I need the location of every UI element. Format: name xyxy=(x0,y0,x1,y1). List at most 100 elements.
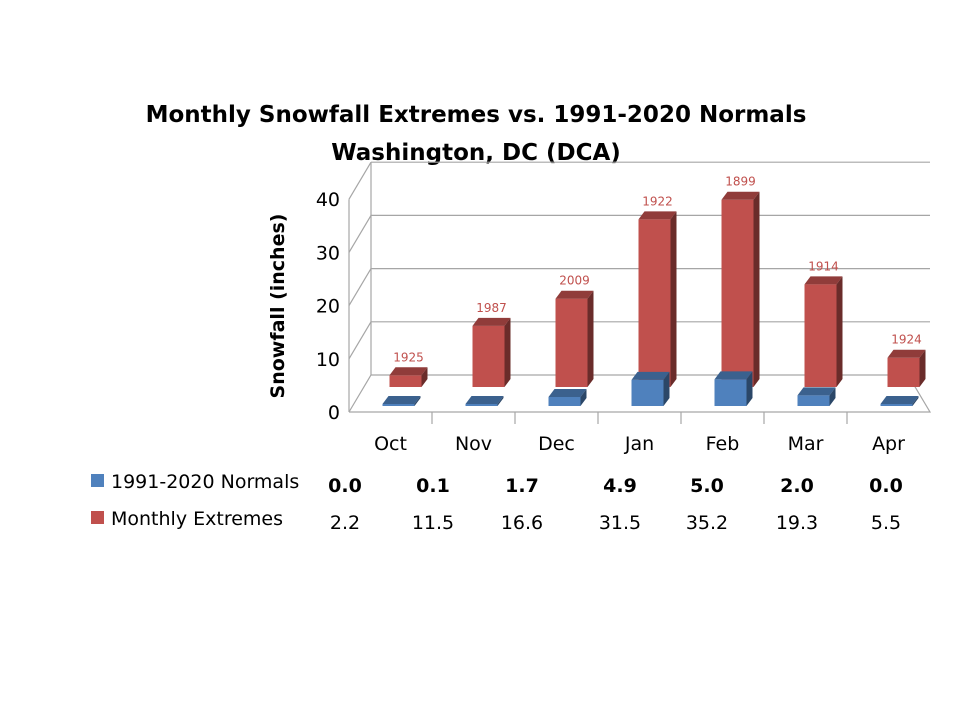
bar-normals-dec xyxy=(548,388,587,406)
bar-normals-dec-side xyxy=(580,388,587,406)
bar-extremes-oct-side xyxy=(421,367,428,387)
category-label: Mar xyxy=(788,433,824,455)
y-tick-label: 20 xyxy=(316,296,340,318)
bar-normals-apr-top xyxy=(880,396,919,404)
bar-normals-nov-top xyxy=(465,396,504,404)
bar-extremes-nov xyxy=(472,317,511,387)
table-value: 35.2 xyxy=(686,512,728,534)
table-value: 2.2 xyxy=(330,512,360,534)
bar-extremes-feb-top xyxy=(721,191,760,200)
bar-normals-dec-top xyxy=(548,388,587,397)
gridline-side xyxy=(348,268,372,306)
bar-extremes-apr-top xyxy=(887,349,926,358)
table-value: 0.0 xyxy=(328,475,362,497)
data-table: 1991-2020 Normals 0.0 0.1 1.7 4.9 5.0 2.0 0.0 Mo… xyxy=(91,471,903,534)
bar-extremes-oct-top xyxy=(389,367,428,376)
bar-extremes-dec-side xyxy=(587,290,594,387)
table-value: 4.9 xyxy=(603,475,637,497)
bar-extremes-mar-top xyxy=(804,276,843,285)
gridline-side xyxy=(348,321,372,360)
table-value: 5.5 xyxy=(871,512,901,534)
year-annotation: 1922 xyxy=(642,194,673,208)
bar-normals-apr-front xyxy=(880,404,913,406)
table-value: 1.7 xyxy=(505,475,539,497)
category-label: Nov xyxy=(455,433,492,455)
bar-extremes-dec-top xyxy=(555,290,594,299)
bar-extremes-feb xyxy=(721,191,760,387)
bar-normals-jan xyxy=(631,371,670,406)
year-annotation: 1924 xyxy=(891,333,922,347)
bar-normals-mar xyxy=(797,387,836,406)
bar-normals-feb-front xyxy=(714,379,747,406)
category-label: Apr xyxy=(872,433,905,455)
bar-extremes-mar-side xyxy=(836,276,843,387)
y-tick-label: 10 xyxy=(316,349,340,371)
chart-title: Monthly Snowfall Extremes vs. 1991-2020 … xyxy=(146,102,807,128)
table-value: 0.0 xyxy=(869,475,903,497)
bar-extremes-jan-top xyxy=(638,211,677,220)
bar-extremes-nov-top xyxy=(472,317,511,326)
table-value: 11.5 xyxy=(412,512,454,534)
year-annotation: 2009 xyxy=(559,274,590,288)
bar-normals-apr xyxy=(880,396,919,406)
table-value: 2.0 xyxy=(780,475,814,497)
bar-extremes-dec-front xyxy=(555,298,588,387)
bar-normals-jan-top xyxy=(631,371,670,380)
bar-extremes-feb-side xyxy=(753,191,760,387)
bar-extremes-oct xyxy=(389,367,428,387)
table-value: 31.5 xyxy=(599,512,641,534)
bar-extremes-nov-front xyxy=(472,325,505,387)
bar-normals-oct-top xyxy=(382,396,421,404)
bar-normals-jan-front xyxy=(631,379,664,406)
bar-extremes-feb-front xyxy=(721,199,754,387)
bar-normals-dec-front xyxy=(548,396,581,406)
bar-normals-oct-side xyxy=(414,396,421,406)
bar-normals-jan-side xyxy=(663,371,670,406)
table-value: 19.3 xyxy=(776,512,818,534)
category-labels: Oct Nov Dec Jan Feb Mar Apr xyxy=(374,412,905,455)
category-label: Feb xyxy=(706,433,740,455)
category-label: Oct xyxy=(374,433,407,455)
legend-label: 1991-2020 Normals xyxy=(111,471,299,493)
legend-swatch xyxy=(91,474,104,487)
bar-normals-nov-side xyxy=(497,396,504,406)
bar-extremes-jan-front xyxy=(638,219,671,387)
bar-normals-nov-front xyxy=(465,404,498,406)
bar-extremes-apr xyxy=(887,349,926,387)
category-label: Jan xyxy=(624,433,654,455)
bar-normals-nov xyxy=(465,396,504,406)
table-value: 16.6 xyxy=(501,512,543,534)
category-label: Dec xyxy=(538,433,575,455)
bar-normals-oct xyxy=(382,396,421,406)
bar-extremes-jan xyxy=(638,211,677,387)
table-value: 5.0 xyxy=(690,475,724,497)
bar-extremes-nov-side xyxy=(504,317,511,387)
bar-extremes-jan-side xyxy=(670,211,677,387)
bar-normals-feb-top xyxy=(714,371,753,380)
bar-normals-feb-side xyxy=(746,371,753,406)
year-annotation: 1987 xyxy=(476,301,507,315)
bar-normals-apr-side xyxy=(912,396,919,406)
bar-extremes-apr-side xyxy=(919,349,926,387)
y-tick-label: 0 xyxy=(328,402,340,424)
table-value: 0.1 xyxy=(416,475,450,497)
bar-extremes-apr-front xyxy=(887,357,920,387)
year-annotation: 1899 xyxy=(725,175,756,189)
gridline-side xyxy=(348,215,372,253)
bar-normals-feb xyxy=(714,371,753,406)
year-annotation: 1914 xyxy=(808,259,839,273)
year-annotation: 1925 xyxy=(393,350,424,364)
y-tick-label: 30 xyxy=(316,242,340,264)
bar-normals-oct-front xyxy=(382,404,415,406)
legend-label: Monthly Extremes xyxy=(111,508,283,530)
y-axis-label: Snowfall (inches) xyxy=(267,214,289,399)
y-axis-ticks: 0 10 20 30 40 xyxy=(316,189,340,424)
bar-extremes-oct-front xyxy=(389,375,422,387)
gridline-side xyxy=(348,161,372,200)
y-tick-label: 40 xyxy=(316,189,340,211)
bar-extremes-mar-front xyxy=(804,284,837,387)
legend-swatch xyxy=(91,511,104,524)
bar-normals-mar-top xyxy=(797,387,836,396)
bars: 1925 1987 2009 1922 1899 1914 1924 xyxy=(382,175,926,406)
